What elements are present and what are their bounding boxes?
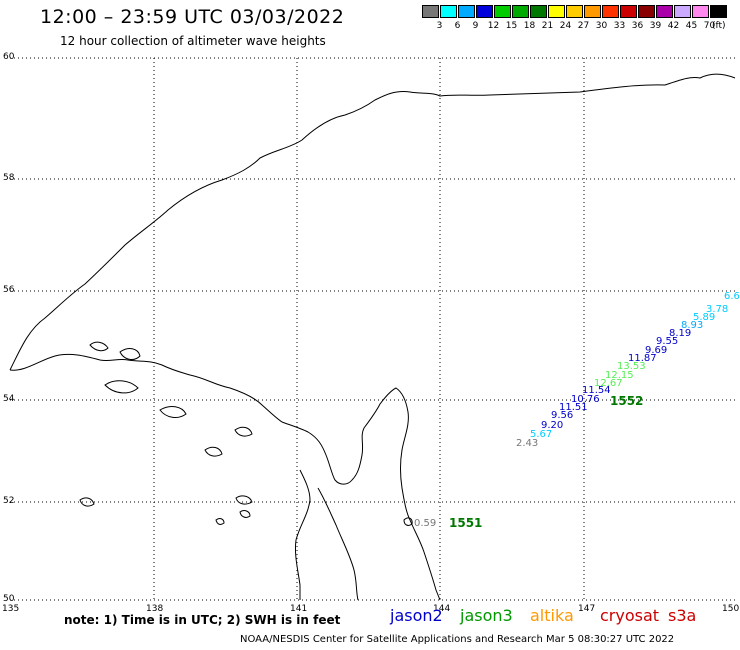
y-tick-label: 50 xyxy=(3,594,15,604)
legend-label: 33 xyxy=(613,21,626,31)
legend-swatch xyxy=(656,5,673,18)
y-tick-label: 60 xyxy=(3,52,15,62)
x-tick-label: 144 xyxy=(433,604,450,614)
legend-swatch xyxy=(476,5,493,18)
map-title: 12:00 – 23:59 UTC 03/03/2022 xyxy=(40,6,345,28)
legend-label: 15 xyxy=(505,21,518,31)
satellite-s3a: s3a xyxy=(668,606,697,625)
y-tick-label: 52 xyxy=(3,496,14,506)
wave-height-value: 9.56 xyxy=(551,410,573,421)
coastline xyxy=(9,73,736,601)
legend-label: 18 xyxy=(523,21,536,31)
legend-swatch xyxy=(584,5,601,18)
legend-swatch xyxy=(512,5,529,18)
legend-unit: (ft) xyxy=(712,21,726,31)
pass-number-label: 1552 xyxy=(610,394,643,408)
legend-swatch xyxy=(530,5,547,18)
wave-height-value: 3.78 xyxy=(706,304,728,315)
legend-swatch xyxy=(638,5,655,18)
legend-label: 6 xyxy=(454,21,461,31)
wave-height-value: 8.19 xyxy=(669,328,691,339)
footer-credit: NOAA/NESDIS Center for Satellite Applica… xyxy=(240,634,675,645)
wave-height-value: 12.67 xyxy=(594,378,623,389)
satellite-jason2: jason2 xyxy=(390,606,443,625)
satellite-jason3: jason3 xyxy=(460,606,513,625)
pass-number-label: 1551 xyxy=(449,516,482,530)
legend-swatch xyxy=(548,5,565,18)
wave-height-value: 10.76 xyxy=(571,394,600,405)
legend-label: 39 xyxy=(649,21,662,31)
legend-label: 45 xyxy=(685,21,698,31)
legend-swatch xyxy=(710,5,727,18)
y-tick-label: 58 xyxy=(3,173,15,183)
legend-swatch xyxy=(440,5,457,18)
wave-height-value: 9.20 xyxy=(541,420,563,431)
legend-swatch xyxy=(620,5,637,18)
legend-label: 24 xyxy=(559,21,572,31)
legend-swatch xyxy=(692,5,709,18)
wave-height-value: 11.51 xyxy=(559,402,588,413)
legend-label: 30 xyxy=(595,21,608,31)
wave-height-value: 0.59 xyxy=(414,518,436,529)
legend-label: 36 xyxy=(631,21,644,31)
legend-label: 21 xyxy=(541,21,554,31)
legend-swatch xyxy=(674,5,691,18)
legend-swatch xyxy=(566,5,583,18)
note-text: note: 1) Time is in UTC; 2) SWH is in fe… xyxy=(64,613,341,627)
wave-height-value: 6.6 xyxy=(724,291,740,302)
x-tick-label: 138 xyxy=(146,604,163,614)
satellite-altika: altika xyxy=(530,606,574,625)
legend-label: 70 xyxy=(703,21,716,31)
legend-label: 27 xyxy=(577,21,590,31)
map-grid xyxy=(10,57,735,601)
wave-height-value: 9.55 xyxy=(656,336,678,347)
wave-height-value: 12.15 xyxy=(605,370,634,381)
wave-height-value: 11.87 xyxy=(628,353,657,364)
x-tick-label: 135 xyxy=(2,604,19,614)
legend-swatch xyxy=(458,5,475,18)
map-subtitle: 12 hour collection of altimeter wave hei… xyxy=(60,34,326,48)
y-tick-label: 54 xyxy=(3,394,15,404)
legend-label: 12 xyxy=(487,21,500,31)
wave-height-value: 9.69 xyxy=(645,345,667,356)
satellite-cryosat: cryosat xyxy=(600,606,660,625)
legend-label: 3 xyxy=(436,21,443,31)
wave-height-value: 8.93 xyxy=(681,320,703,331)
x-tick-label: 150 xyxy=(722,604,739,614)
y-tick-label: 56 xyxy=(3,285,15,295)
legend-swatch xyxy=(602,5,619,18)
wave-height-value: 13.53 xyxy=(617,361,646,372)
legend-label: 9 xyxy=(472,21,479,31)
altimeter-track: 2.435.679.209.5611.5110.7611.5412.6712.1… xyxy=(414,291,740,530)
legend-swatch xyxy=(422,5,439,18)
wave-height-value: 11.54 xyxy=(582,385,611,396)
axis-labels: 135 138 141 144 147 150 60 58 56 54 52 50 xyxy=(2,52,739,614)
x-tick-label: 141 xyxy=(290,604,307,614)
wave-height-value: 5.89 xyxy=(693,312,715,323)
wave-height-value: 5.67 xyxy=(530,429,552,440)
wave-height-value: 2.43 xyxy=(516,438,538,449)
x-tick-label: 147 xyxy=(578,604,595,614)
legend-label: 42 xyxy=(667,21,680,31)
legend-swatch xyxy=(494,5,511,18)
